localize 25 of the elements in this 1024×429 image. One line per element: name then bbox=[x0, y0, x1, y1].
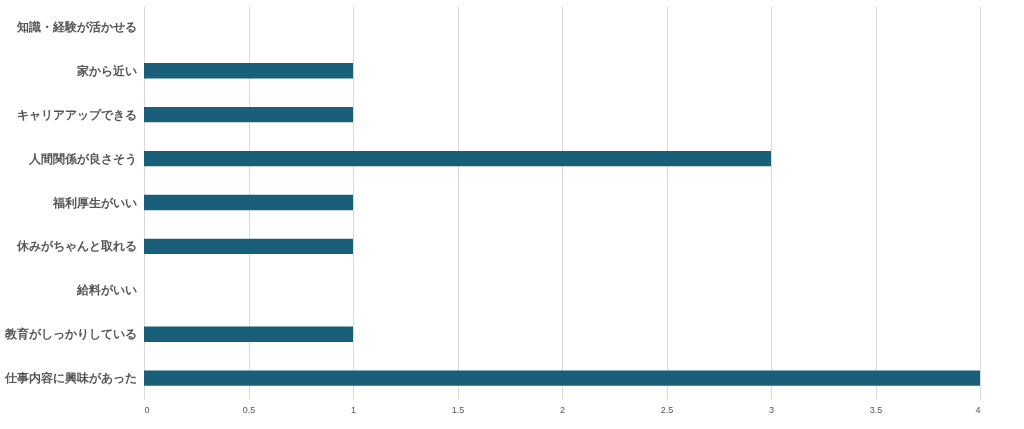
y-tick-label: 休みがちゃんと取れる bbox=[15, 239, 137, 254]
x-tick-label: 0 bbox=[144, 404, 150, 415]
x-tick-label: 0.5 bbox=[242, 404, 256, 415]
x-tick-label: 1 bbox=[350, 404, 357, 415]
y-tick-label: 家から近い bbox=[75, 63, 137, 78]
x-tick-label: 2.5 bbox=[660, 404, 674, 415]
y-tick-label: 人間関係が良さそう bbox=[27, 151, 137, 166]
x-tick-label: 3 bbox=[768, 404, 775, 415]
bar bbox=[144, 63, 353, 79]
x-tick-label: 1.5 bbox=[451, 404, 465, 415]
y-tick-label: 教育がしっかりしている bbox=[3, 327, 137, 342]
bar bbox=[144, 106, 353, 123]
bar bbox=[144, 238, 353, 255]
bar bbox=[144, 370, 980, 386]
bar bbox=[144, 326, 353, 342]
y-tick-label: 仕事内容に興味があった bbox=[3, 371, 137, 386]
x-tick-label: 4 bbox=[975, 404, 981, 415]
y-tick-label: キャリアアップできる bbox=[16, 107, 137, 122]
y-tick-label: 知識・経験が活かせる bbox=[15, 19, 137, 34]
y-tick-label: 福利厚生がいい bbox=[51, 195, 137, 210]
y-tick-label: 給料がいい bbox=[75, 283, 137, 298]
x-tick-label: 2 bbox=[559, 404, 566, 415]
x-tick-label: 3.5 bbox=[869, 404, 883, 415]
bar bbox=[144, 194, 353, 211]
bar bbox=[144, 150, 771, 167]
